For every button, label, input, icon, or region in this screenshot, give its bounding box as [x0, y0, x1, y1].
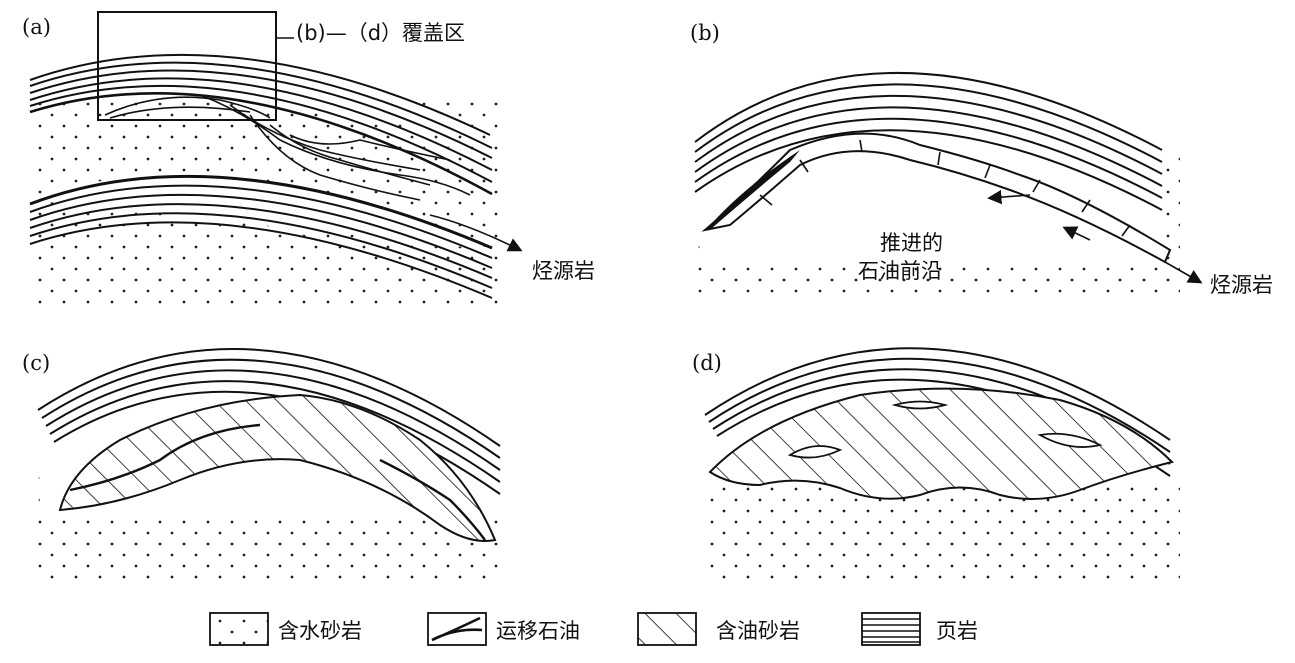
- shale-lens: [787, 445, 843, 459]
- source-rock-label-b: 烃源岩: [1210, 273, 1273, 297]
- shale-swatch: [861, 612, 921, 646]
- legend-item-migrating-oil: 运移石油: [427, 612, 580, 646]
- shale-lens: [891, 400, 949, 410]
- legend-label: 含油砂岩: [716, 619, 800, 643]
- water-sandstone-area: [705, 475, 1180, 580]
- water-sandstone-swatch: [209, 612, 269, 646]
- front-label-1: 推进的: [880, 231, 943, 255]
- coverage-callout: (b)—（d）覆盖区: [296, 21, 465, 45]
- migration-arrow: [1164, 261, 1203, 284]
- lower-shale-layers: [29, 174, 493, 299]
- migrating-oil-band: [701, 132, 1172, 264]
- migrating-oil-streak: [69, 423, 261, 492]
- oil-sandstone-zone: [708, 387, 1174, 500]
- panel-a: (a) (b)—（d）覆盖区 烃源岩: [22, 11, 595, 305]
- oil-streak-icon: [431, 616, 483, 642]
- panel-d: (d): [692, 347, 1180, 580]
- panel-b: (b) 推进的 石油前沿 烃源岩: [690, 21, 1273, 300]
- oil-accumulation: [706, 150, 800, 230]
- panel-c-label: (c): [22, 351, 50, 375]
- front-arrow: [1062, 226, 1091, 241]
- oil-sandstone-swatch: [637, 612, 697, 646]
- legend-label: 运移石油: [496, 619, 580, 643]
- panel-c: (c): [22, 347, 505, 580]
- oil-band-ticks: [759, 139, 1131, 237]
- panel-b-label: (b): [690, 21, 720, 45]
- panel-d-label: (d): [692, 351, 722, 375]
- oil-sandstone-zone: [58, 393, 497, 542]
- legend-label: 页岩: [936, 619, 978, 643]
- legend-item-oil-sandstone: 含油砂岩: [637, 612, 800, 646]
- legend-item-water-sandstone: 含水砂岩: [209, 612, 362, 646]
- shale-lens: [1037, 432, 1103, 448]
- panel-a-label: (a): [22, 15, 51, 39]
- front-arrow: [987, 189, 1031, 205]
- upper-shale-layers: [29, 53, 493, 196]
- migrating-oil-threads: [104, 94, 471, 201]
- legend-item-shale: 页岩: [861, 612, 978, 646]
- migration-arrow: [429, 214, 523, 252]
- migrating-oil-streak: [379, 458, 486, 541]
- source-rock-label-a: 烃源岩: [532, 259, 595, 283]
- shale-lines-icon: [862, 618, 920, 643]
- coverage-box: [97, 11, 277, 121]
- legend-label: 含水砂岩: [278, 619, 362, 643]
- front-label-2: 石油前沿: [858, 259, 942, 283]
- legend: 含水砂岩 运移石油 含油砂岩 页岩: [209, 612, 978, 646]
